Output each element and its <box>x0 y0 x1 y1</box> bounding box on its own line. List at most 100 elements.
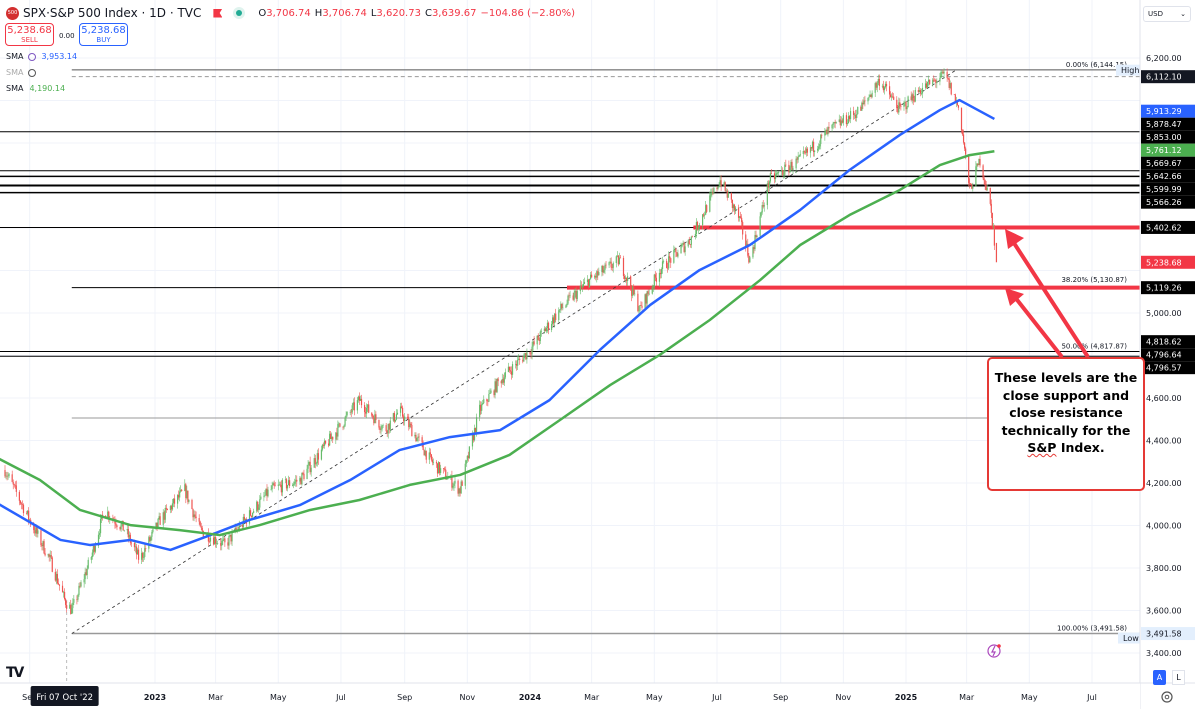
candle-down <box>580 285 582 288</box>
candle-down <box>43 541 45 554</box>
log-scale-button[interactable]: L <box>1172 670 1185 685</box>
candle-up <box>171 503 174 510</box>
candle-down <box>845 115 848 125</box>
auto-scale-button[interactable]: A <box>1153 670 1166 685</box>
candle-down <box>667 267 669 269</box>
candle-up <box>835 121 837 124</box>
candle-up <box>588 278 591 288</box>
candle-up <box>387 423 389 434</box>
candle-down <box>127 529 129 538</box>
indicator-sma-2[interactable]: SMA <box>6 68 41 77</box>
candle-down <box>990 203 992 213</box>
candle-down <box>991 212 993 227</box>
candle-up <box>832 123 834 125</box>
candle-up <box>543 328 545 331</box>
candle-up <box>343 425 345 428</box>
candle-up <box>768 181 770 188</box>
candle-up <box>569 295 571 297</box>
candle-up <box>392 413 394 421</box>
candle-up <box>709 195 711 212</box>
eye-hidden-icon[interactable] <box>28 68 37 77</box>
price-level-label: 5,853.00 <box>1146 133 1182 142</box>
candle-up <box>769 173 772 182</box>
candle-down <box>421 437 423 443</box>
tradingview-logo-icon[interactable]: TV <box>6 665 24 681</box>
candle-up <box>231 532 233 542</box>
candle-down <box>181 489 183 491</box>
candle-down <box>418 436 420 438</box>
candle-up <box>523 355 525 362</box>
symbol-ticker[interactable]: SPX <box>23 6 47 20</box>
annotation-arrows <box>1005 229 1090 359</box>
indicator-value: 3,953.14 <box>41 52 78 61</box>
annotation-text: Index. <box>1056 440 1105 455</box>
symbol-title[interactable]: S&P 500 Index · 1D · TVC <box>49 6 202 20</box>
candle-down <box>393 413 395 422</box>
candle-down <box>63 591 66 600</box>
lightning-alert-icon[interactable] <box>987 644 1001 658</box>
candle-up <box>123 530 125 531</box>
candle-up <box>818 146 820 149</box>
candle-up <box>809 147 812 153</box>
candle-up <box>395 414 398 420</box>
time-tick-label: Sep <box>22 693 37 702</box>
candle-down <box>430 454 432 460</box>
flag-icon[interactable] <box>213 8 223 18</box>
candle-down <box>516 363 518 366</box>
candle-down <box>900 105 902 107</box>
sell-button[interactable]: 5,238.68 SELL <box>5 23 54 46</box>
price-level-label: 5,119.26 <box>1146 284 1182 293</box>
candle-up <box>717 186 719 189</box>
price-label-bg <box>1141 130 1195 144</box>
ohlc-values: O3,706.74 H3,706.74 L3,620.73 C3,639.67 −104… <box>258 8 579 19</box>
candle-up <box>820 134 822 145</box>
candle-up <box>128 534 130 538</box>
currency-select[interactable]: USD ⌄ <box>1143 6 1191 22</box>
candle-up <box>216 543 218 544</box>
price-label-bg <box>1141 182 1195 196</box>
candle-up <box>634 293 636 295</box>
high-label: High <box>1121 66 1139 75</box>
indicator-sma-3[interactable]: SMA 4,190.14 <box>6 84 65 93</box>
candle-up <box>869 94 871 97</box>
candle-down <box>173 498 176 504</box>
candle-up <box>98 533 101 535</box>
candle-down <box>956 101 958 106</box>
candle-down <box>114 520 116 524</box>
candle-up <box>596 271 598 278</box>
time-tick-label: Jul <box>711 693 722 702</box>
candle-up <box>5 475 7 477</box>
annotation-line: These levels are the <box>994 370 1138 385</box>
candle-up <box>8 474 10 476</box>
candle-down <box>870 94 872 97</box>
candle-up <box>603 269 605 273</box>
candle-up <box>582 283 585 287</box>
price-level-label: 6,112.10 <box>1146 73 1182 82</box>
buy-button[interactable]: 5,238.68 BUY <box>79 23 128 46</box>
candle-up <box>49 555 51 557</box>
candle-up <box>221 540 223 546</box>
candle-down <box>864 100 866 102</box>
fib-trendline <box>71 69 957 634</box>
price-tick-label: 4,200.00 <box>1146 479 1182 488</box>
candle-up <box>702 214 704 226</box>
candle-up <box>778 171 780 173</box>
annotation-callout[interactable]: These levels are the close support and c… <box>987 357 1145 491</box>
candle-up <box>738 216 741 218</box>
candle-up <box>217 543 219 544</box>
time-axis[interactable] <box>0 683 1140 709</box>
candle-up <box>546 322 549 329</box>
candle-down <box>422 442 424 451</box>
candle-up <box>141 552 143 560</box>
fib-label: 100.00% (3,491.58) <box>1057 625 1127 633</box>
candle-down <box>610 261 612 268</box>
indicator-sma-1[interactable]: SMA 3,953.14 <box>6 52 77 61</box>
candle-up <box>381 425 383 430</box>
candle-down <box>302 472 304 474</box>
candle-up <box>490 390 492 393</box>
candle-down <box>66 604 68 609</box>
candle-down <box>486 399 488 402</box>
candle-up <box>608 262 610 266</box>
settings-gear-icon[interactable] <box>1161 691 1173 703</box>
